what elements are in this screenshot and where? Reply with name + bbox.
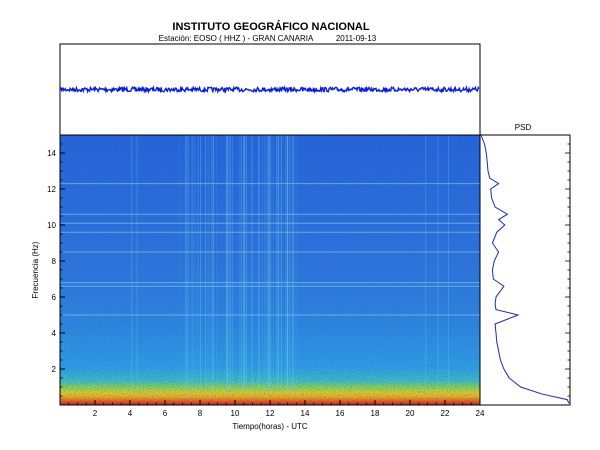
x-axis-ticks: 2 4 6 8 10 12 14 16 18 20 22 24 bbox=[68, 400, 485, 418]
seismogram-panel bbox=[59, 43, 481, 136]
x-tick-label: 16 bbox=[336, 409, 345, 418]
x-tick-label: 10 bbox=[231, 409, 240, 418]
x-tick-label: 2 bbox=[93, 409, 98, 418]
x-tick-label: 12 bbox=[266, 409, 275, 418]
chart-title: INSTITUTO GEOGRÁFICO NACIONAL bbox=[172, 20, 369, 33]
x-axis-label: Tiempo(horas) - UTC bbox=[232, 422, 307, 431]
x-tick-label: 24 bbox=[476, 409, 485, 418]
y-tick-label: 6 bbox=[52, 293, 57, 302]
x-tick-label: 22 bbox=[441, 409, 450, 418]
spectrogram-features bbox=[60, 135, 480, 391]
y-axis-ticks: 2 4 6 8 10 12 14 bbox=[47, 143, 65, 397]
x-tick-label: 20 bbox=[406, 409, 415, 418]
y-tick-label: 14 bbox=[47, 149, 56, 158]
seismogram-path bbox=[60, 84, 480, 95]
station-subtitle: Estación: EOSO ( HHZ ) - GRAN CANARIA bbox=[159, 34, 314, 43]
date-subtitle: 2011-09-13 bbox=[336, 34, 377, 43]
psd-line bbox=[480, 134, 570, 404]
x-tick-label: 8 bbox=[198, 409, 203, 418]
psd-title: PSD bbox=[515, 123, 532, 132]
x-tick-label: 4 bbox=[128, 409, 133, 418]
y-axis-label: Frecuencia (Hz) bbox=[31, 241, 40, 298]
psd-axis-ticks bbox=[565, 143, 570, 397]
y-tick-label: 10 bbox=[47, 221, 56, 230]
y-tick-label: 4 bbox=[52, 329, 57, 338]
x-tick-label: 18 bbox=[371, 409, 380, 418]
seismogram-trace bbox=[60, 84, 480, 95]
y-tick-label: 8 bbox=[52, 257, 57, 266]
x-tick-label: 6 bbox=[163, 409, 168, 418]
x-tick-label: 14 bbox=[301, 409, 310, 418]
y-tick-label: 2 bbox=[52, 365, 57, 374]
y-tick-label: 12 bbox=[47, 185, 56, 194]
psd-panel: PSD bbox=[479, 123, 571, 406]
